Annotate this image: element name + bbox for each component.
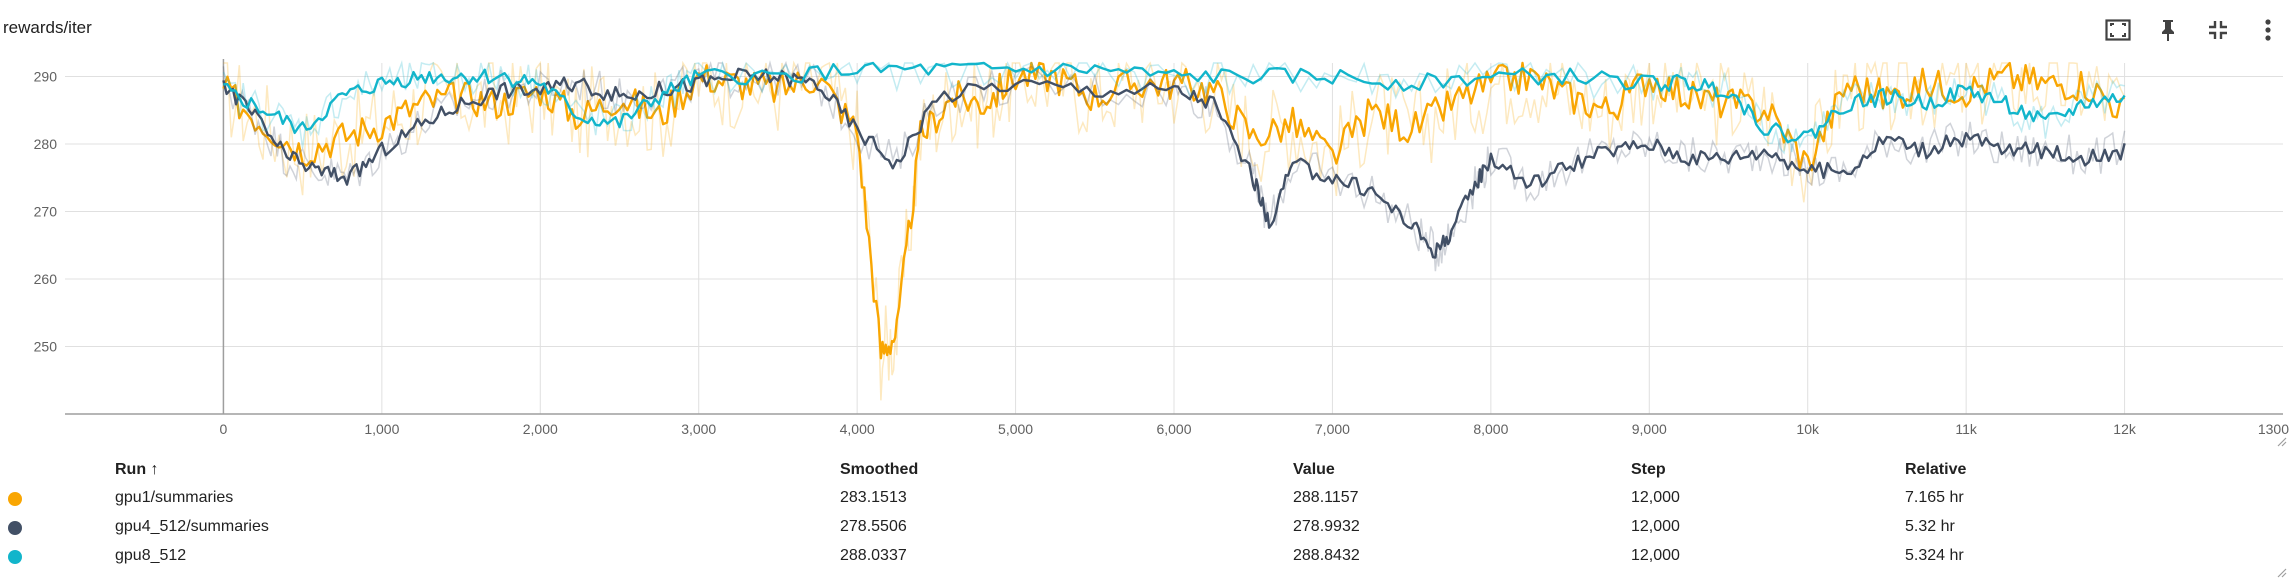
y-tick-label: 270: [34, 204, 58, 220]
cell-value: 288.1157: [1293, 489, 1359, 506]
chart-title: rewards/iter: [3, 18, 92, 37]
cell-run: gpu8_512: [115, 547, 187, 564]
y-tick-label: 290: [34, 69, 58, 85]
table-row[interactable]: gpu1/summaries 283.1513 288.1157 12,000 7.16…: [0, 484, 2280, 512]
cell-run: gpu4_512/summaries: [115, 518, 269, 535]
collapse-button[interactable]: [2193, 14, 2243, 46]
cell-relative: 5.32 hr: [1905, 518, 1955, 535]
fit-domain-button[interactable]: [2093, 14, 2143, 46]
pin-button[interactable]: [2143, 14, 2193, 46]
runs-table-header: Run ↑ Smoothed Value Step Relative: [0, 456, 2280, 484]
table-row[interactable]: gpu4_512/summaries 278.5506 278.9932 12,000…: [0, 513, 2280, 541]
x-tick-label: 3,000: [681, 421, 716, 437]
header-step[interactable]: Step: [1631, 461, 1666, 478]
x-tick-label: 4,000: [840, 421, 875, 437]
cell-step: 12,000: [1631, 547, 1680, 564]
x-tick-label: 6,000: [1156, 421, 1191, 437]
series-line: [222, 67, 2126, 259]
cell-relative: 7.165 hr: [1905, 489, 1964, 506]
cell-step: 12,000: [1631, 518, 1680, 535]
run-color-swatch: [8, 521, 22, 535]
x-tick-label: 11k: [1955, 421, 1978, 437]
x-tick-label: 7,000: [1315, 421, 1350, 437]
y-tick-label: 250: [34, 339, 58, 355]
x-tick-label: 10k: [1796, 421, 1820, 437]
x-edge-label: 1300: [2258, 421, 2289, 437]
x-tick-label: 8,000: [1473, 421, 1508, 437]
cell-step: 12,000: [1631, 489, 1680, 506]
header-relative[interactable]: Relative: [1905, 461, 1967, 478]
cell-smoothed: 288.0337: [840, 547, 907, 564]
cell-smoothed: 283.1513: [840, 489, 907, 506]
x-tick-label: 5,000: [998, 421, 1033, 437]
more-options-button[interactable]: [2243, 14, 2293, 46]
header-smoothed[interactable]: Smoothed: [840, 461, 919, 478]
x-tick-label: 2,000: [523, 421, 558, 437]
cell-value: 288.8432: [1293, 547, 1360, 564]
cell-relative: 5.324 hr: [1905, 547, 1964, 564]
pin-icon: [2162, 20, 2174, 41]
fit-domain-icon: [2105, 19, 2131, 41]
cell-smoothed: 278.5506: [840, 518, 907, 535]
line-chart[interactable]: 250 260 270 280 290 0 1,000 2,000 3,000 4,000 5,00…: [0, 55, 2293, 445]
more-vert-icon: [2265, 19, 2271, 41]
table-resize-handle[interactable]: [2277, 568, 2287, 578]
run-color-swatch: [8, 550, 22, 564]
x-tick-label: 1,000: [364, 421, 399, 437]
chart-toolbar: [2093, 14, 2293, 46]
y-tick-label: 260: [34, 271, 58, 287]
table-row[interactable]: gpu8_512 288.0337 288.8432 12,000 5.324 hr: [0, 542, 2280, 570]
x-tick-label: 9,000: [1632, 421, 1667, 437]
series-line: [223, 61, 2126, 144]
cell-value: 278.9932: [1293, 518, 1360, 535]
chart-resize-handle[interactable]: [2277, 437, 2287, 447]
x-tick-label: 0: [220, 421, 228, 437]
y-tick-label: 280: [34, 136, 58, 152]
header-value[interactable]: Value: [1293, 461, 1335, 478]
cell-run: gpu1/summaries: [115, 489, 234, 506]
collapse-icon: [2209, 21, 2227, 39]
x-tick-label: 12k: [2113, 421, 2137, 437]
series-raw-line: [222, 60, 2125, 155]
run-color-swatch: [8, 492, 22, 506]
header-run[interactable]: Run ↑: [115, 461, 159, 478]
